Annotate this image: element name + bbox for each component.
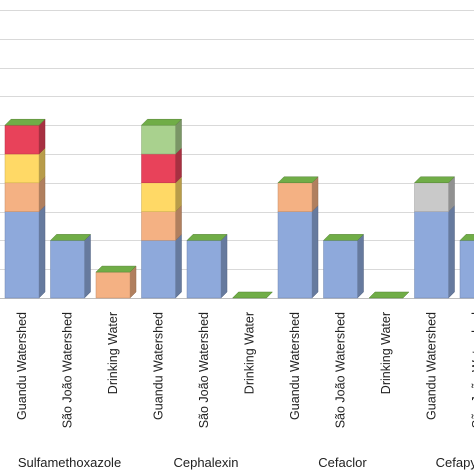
bars	[4, 118, 474, 299]
bar-segment	[141, 182, 176, 212]
bar-stack	[95, 265, 137, 299]
bar-segment	[4, 182, 40, 212]
bar-top-cap	[413, 176, 456, 184]
bar-top-cap	[95, 265, 137, 273]
category-label: Guandu Watershed	[152, 312, 166, 420]
bar-stack	[413, 176, 456, 299]
bar-top-cap	[186, 234, 228, 241]
bar-segment	[141, 240, 176, 299]
category-label: São João Watershed	[61, 312, 75, 428]
bar-segment-side	[38, 204, 46, 299]
bar-segment	[277, 182, 313, 212]
bar-top-cap	[231, 291, 274, 299]
bar-stack	[186, 233, 228, 299]
bar-segment	[4, 153, 40, 184]
bar-segment	[459, 240, 474, 299]
bar-segment	[414, 211, 449, 299]
category-label: Guandu Watershed	[425, 312, 439, 420]
category-label: São João Watershed	[334, 312, 348, 428]
bar-segment	[186, 240, 222, 299]
category-labels: Guandu Watershed São João Watershed Drinki…	[15, 312, 474, 428]
bar-segment	[141, 153, 176, 184]
category-label: Drinking Water	[379, 312, 393, 394]
bar-stack	[140, 118, 183, 299]
category-label: São João Watershed	[197, 312, 211, 428]
bar-segment-side	[448, 204, 455, 299]
group-label: Cefaclor	[318, 455, 367, 470]
category-label: Guandu Watershed	[15, 312, 29, 420]
bar-segment	[95, 271, 131, 299]
bar-top-cap	[49, 234, 92, 241]
group-label: Sulfamethoxazole	[18, 455, 121, 470]
bar-top-cap	[459, 234, 474, 241]
bar-stack	[49, 233, 92, 299]
bar-segment	[4, 211, 40, 299]
bar-segment-side	[175, 233, 182, 299]
bar-segment	[141, 211, 176, 241]
bar-segment-side	[220, 233, 228, 299]
category-label: Guandu Watershed	[288, 312, 302, 420]
category-label: Drinking Water	[106, 312, 120, 394]
bar-segment	[277, 211, 313, 299]
bar-top-cap	[322, 234, 365, 241]
group-labels: Sulfamethoxazole Cephalexin Cefaclor Cefapy	[18, 455, 474, 470]
bar-segment-side	[84, 233, 91, 299]
bar-stack	[368, 291, 410, 299]
group-label: Cephalexin	[173, 455, 238, 470]
bar-stack	[231, 291, 274, 299]
bar-segment	[414, 182, 449, 212]
group-label: Cefapy	[436, 455, 474, 470]
bar-segment	[50, 240, 85, 299]
bar-stack	[4, 118, 46, 299]
bar-segment-side	[357, 233, 364, 299]
bar-segment	[4, 124, 40, 155]
bar-top-cap	[140, 118, 183, 126]
bar-top-cap	[4, 118, 46, 126]
bar-stack	[459, 234, 474, 299]
bar-segment	[141, 124, 176, 155]
category-label: São João Watershed	[470, 312, 474, 428]
bar-stack	[322, 233, 365, 299]
bar-top-cap	[277, 176, 319, 184]
bar-segment	[323, 240, 358, 299]
category-label: Drinking Water	[243, 312, 257, 394]
bar-segment-side	[311, 204, 319, 299]
bar-top-cap	[368, 291, 410, 299]
bar-stack	[277, 176, 319, 299]
